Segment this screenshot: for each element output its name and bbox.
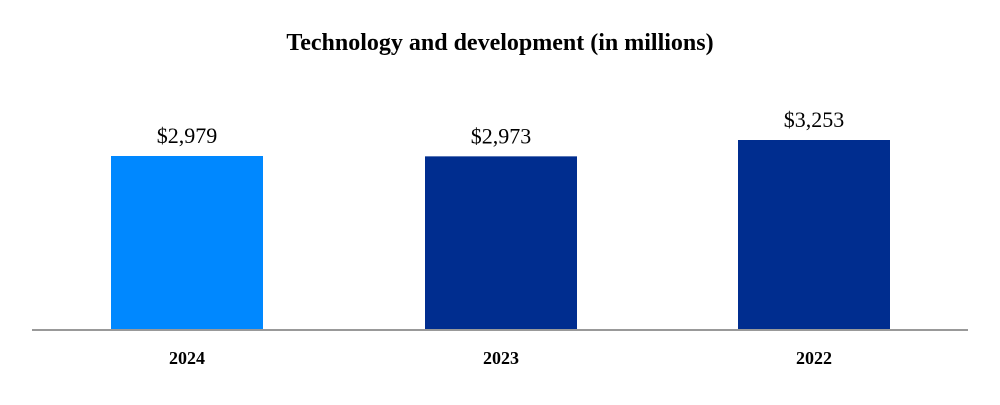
- value-label-2022: $3,253: [784, 107, 845, 132]
- bar-2024: [111, 156, 263, 330]
- x-tick-2024: 2024: [169, 348, 205, 368]
- bar-2022: [738, 140, 890, 330]
- x-tick-2023: 2023: [483, 348, 519, 368]
- value-label-2024: $2,979: [157, 123, 218, 148]
- x-axis-tick-labels: 2024 2023 2022: [169, 348, 832, 368]
- bars-layer: [111, 140, 890, 330]
- value-labels-layer: $2,979 $2,973 $3,253: [157, 107, 845, 148]
- chart-title: Technology and development (in millions): [286, 30, 713, 56]
- x-tick-2022: 2022: [796, 348, 832, 368]
- value-label-2023: $2,973: [471, 123, 532, 148]
- bar-2023: [425, 156, 577, 330]
